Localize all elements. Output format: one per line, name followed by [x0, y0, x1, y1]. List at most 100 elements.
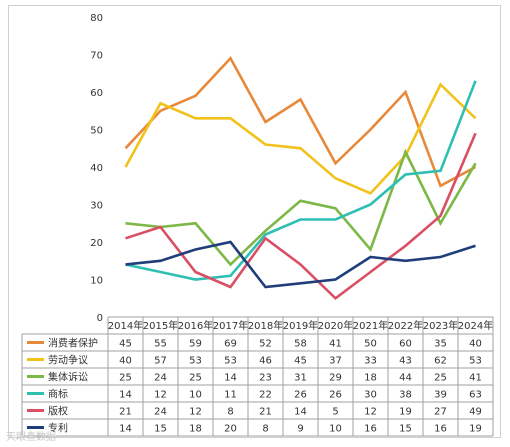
data-label: 35: [434, 339, 447, 350]
data-label: 53: [189, 356, 202, 367]
data-label: 14: [224, 373, 237, 384]
data-label: 18: [364, 373, 377, 384]
data-label: 46: [259, 356, 272, 367]
data-label: 49: [469, 407, 482, 418]
data-label: 43: [399, 356, 412, 367]
data-label: 24: [154, 407, 167, 418]
data-label: 15: [399, 424, 412, 435]
data-label: 53: [224, 356, 237, 367]
x-tick-label: 2021年: [353, 319, 388, 332]
data-label: 39: [434, 390, 447, 401]
x-tick-label: 2024年: [458, 319, 493, 332]
data-label: 52: [259, 339, 272, 350]
x-tick-label: 2015年: [143, 319, 178, 332]
data-label: 55: [154, 339, 167, 350]
data-label: 40: [469, 339, 482, 350]
data-label: 25: [434, 373, 447, 384]
x-tick-label: 2023年: [423, 319, 458, 332]
data-label: 24: [154, 373, 167, 384]
y-tick-label: 60: [90, 88, 103, 99]
data-label: 41: [329, 339, 342, 350]
data-label: 57: [154, 356, 167, 367]
data-label: 40: [119, 356, 132, 367]
data-label: 25: [189, 373, 202, 384]
series-line-6: [125, 240, 476, 289]
y-tick-label: 10: [90, 276, 103, 287]
legend-label: 集体诉讼: [48, 371, 88, 384]
data-label: 31: [294, 373, 307, 384]
legend-label: 劳动争议: [48, 354, 88, 367]
data-label: 19: [469, 424, 482, 435]
data-label: 15: [154, 424, 167, 435]
data-label: 41: [469, 373, 482, 384]
y-tick-label: 70: [90, 51, 103, 62]
data-label: 12: [364, 407, 377, 418]
data-label: 23: [259, 373, 272, 384]
legend-label: 消费者保护: [48, 337, 98, 350]
series-line-4: [125, 80, 477, 281]
data-label: 8: [227, 407, 233, 418]
x-tick-label: 2019年: [283, 319, 318, 332]
legend-label: 专利: [48, 422, 68, 435]
data-label: 5: [332, 407, 338, 418]
data-label: 10: [189, 390, 202, 401]
data-label: 19: [399, 407, 412, 418]
x-tick-label: 2020年: [318, 319, 353, 332]
data-label: 53: [469, 356, 482, 367]
data-label: 14: [119, 424, 132, 435]
y-tick-label: 50: [90, 126, 103, 137]
data-label: 59: [189, 339, 202, 350]
data-label: 45: [119, 339, 132, 350]
data-label: 62: [434, 356, 447, 367]
data-label: 12: [189, 407, 202, 418]
watermark: 天眼查数据: [6, 432, 56, 443]
x-tick-label: 2022年: [388, 319, 423, 332]
data-label: 22: [259, 390, 272, 401]
data-label: 33: [364, 356, 377, 367]
data-label: 10: [329, 424, 342, 435]
data-label: 20: [224, 424, 237, 435]
data-label: 60: [399, 339, 412, 350]
series-line-5: [125, 132, 477, 301]
x-tick-label: 2016年: [178, 319, 213, 332]
data-label: 11: [224, 390, 237, 401]
data-label: 8: [262, 424, 268, 435]
data-label: 21: [119, 407, 132, 418]
data-label: 9: [297, 424, 303, 435]
data-label: 38: [399, 390, 412, 401]
data-label: 29: [329, 373, 342, 384]
x-tick-label: 2018年: [248, 319, 283, 332]
y-tick-label: 0: [97, 313, 103, 324]
data-label: 27: [434, 407, 447, 418]
y-tick-label: 30: [90, 201, 103, 212]
series-line-1: [124, 56, 477, 188]
data-label: 25: [119, 373, 132, 384]
legend-label: 版权: [48, 405, 68, 418]
series-line-3: [125, 148, 477, 267]
data-label: 37: [329, 356, 342, 367]
data-label: 58: [294, 339, 307, 350]
y-tick-label: 20: [90, 238, 103, 249]
data-label: 16: [364, 424, 377, 435]
data-label: 14: [294, 407, 307, 418]
data-label: 26: [294, 390, 307, 401]
data-label: 21: [259, 407, 272, 418]
data-label: 44: [399, 373, 412, 384]
data-label: 30: [364, 390, 377, 401]
x-tick-label: 2017年: [213, 319, 248, 332]
data-label: 16: [434, 424, 447, 435]
data-label: 45: [294, 356, 307, 367]
chart-frame: [8, 5, 501, 438]
x-tick-label: 2014年: [108, 319, 143, 332]
y-tick-label: 80: [90, 13, 103, 24]
data-label: 18: [189, 424, 202, 435]
series-line-2: [124, 82, 477, 195]
data-label: 12: [154, 390, 167, 401]
data-label: 69: [224, 339, 237, 350]
data-label: 14: [119, 390, 132, 401]
data-label: 63: [469, 390, 482, 401]
legend-label: 商标: [48, 388, 68, 401]
data-label: 26: [329, 390, 342, 401]
data-label: 50: [364, 339, 377, 350]
